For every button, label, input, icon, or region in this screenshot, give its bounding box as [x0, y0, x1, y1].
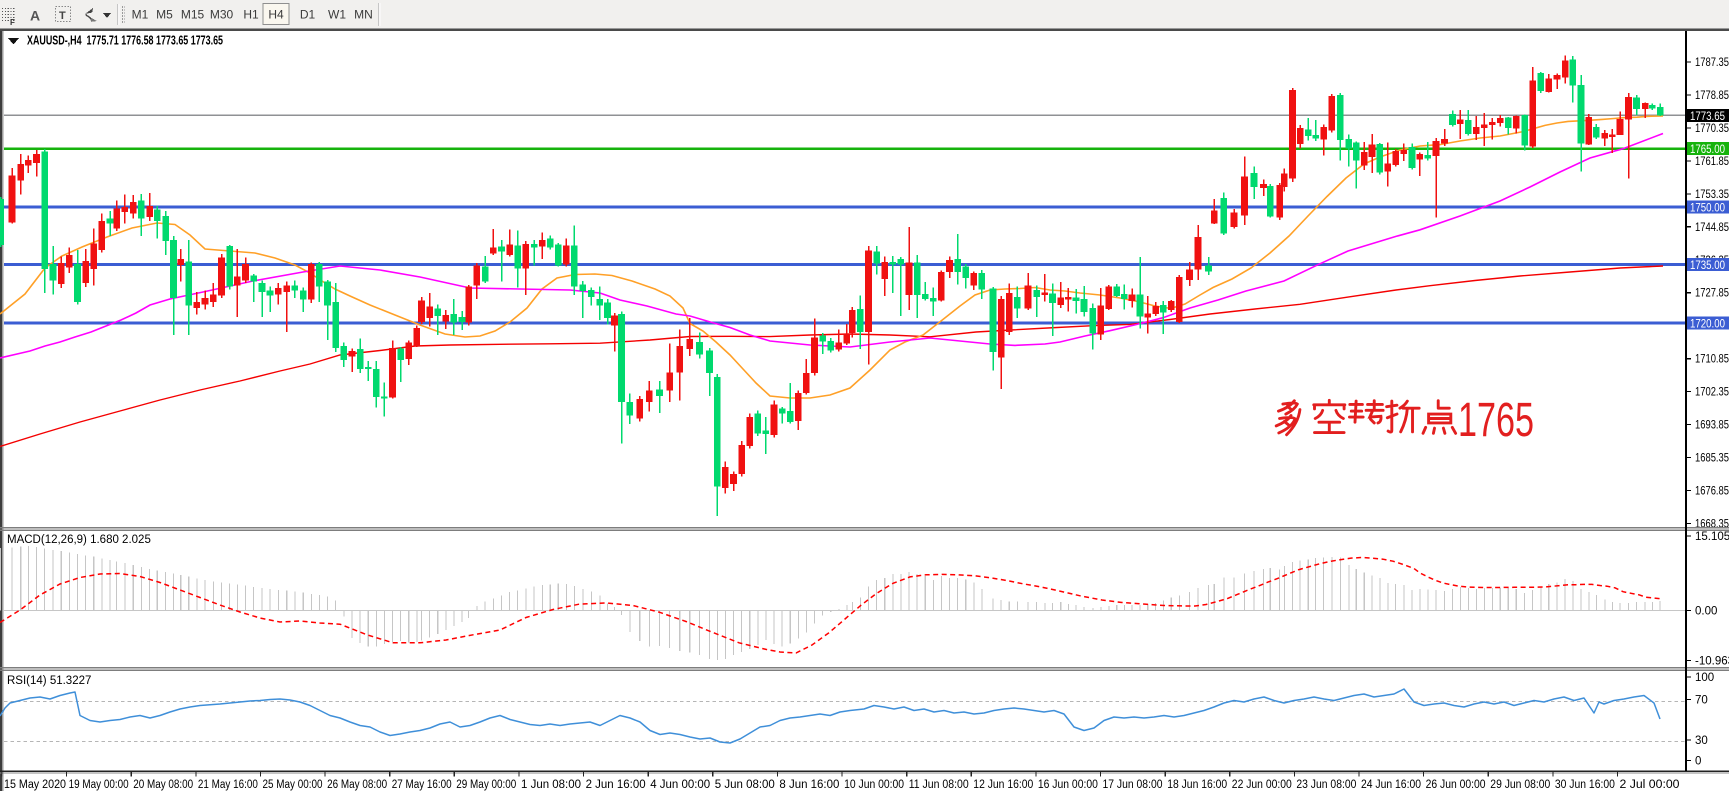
- svg-text:1 Jun 08:00: 1 Jun 08:00: [521, 779, 581, 791]
- svg-text:8 Jun 16:00: 8 Jun 16:00: [779, 779, 839, 791]
- svg-text:2 Jun 16:00: 2 Jun 16:00: [586, 779, 646, 791]
- svg-text:17 Jun 08:00: 17 Jun 08:00: [1103, 779, 1163, 791]
- svg-text:19 May 00:00: 19 May 00:00: [69, 779, 129, 791]
- svg-text:15 May 2020: 15 May 2020: [4, 779, 66, 791]
- svg-text:1685.35: 1685.35: [1695, 453, 1729, 465]
- svg-text:1676.85: 1676.85: [1695, 486, 1729, 498]
- svg-text:11 Jun 08:00: 11 Jun 08:00: [909, 779, 969, 791]
- svg-text:M5: M5: [156, 8, 173, 22]
- svg-text:W1: W1: [328, 8, 346, 22]
- svg-text:MN: MN: [354, 8, 373, 22]
- svg-text:1778.85: 1778.85: [1695, 90, 1729, 102]
- svg-text:29 Jun 08:00: 29 Jun 08:00: [1490, 779, 1550, 791]
- svg-text:1668.35: 1668.35: [1695, 518, 1729, 530]
- svg-text:29 May 00:00: 29 May 00:00: [456, 779, 516, 791]
- svg-text:M15: M15: [181, 8, 205, 22]
- svg-text:23 Jun 08:00: 23 Jun 08:00: [1296, 779, 1356, 791]
- svg-text:1770.35: 1770.35: [1695, 123, 1729, 135]
- svg-text:1744.85: 1744.85: [1695, 222, 1729, 234]
- svg-text:D1: D1: [300, 8, 316, 22]
- svg-text:H4: H4: [268, 8, 284, 22]
- svg-text:21 May 16:00: 21 May 16:00: [198, 779, 258, 791]
- svg-text:100: 100: [1695, 672, 1714, 684]
- svg-text:26 May 08:00: 26 May 08:00: [327, 779, 387, 791]
- svg-text:1750.00: 1750.00: [1690, 202, 1725, 214]
- svg-text:0: 0: [1695, 756, 1701, 768]
- svg-text:20 May 08:00: 20 May 08:00: [133, 779, 193, 791]
- svg-text:1720.00: 1720.00: [1690, 319, 1725, 331]
- svg-text:5 Jun 08:00: 5 Jun 08:00: [715, 779, 775, 791]
- svg-text:1765: 1765: [1458, 394, 1534, 447]
- svg-text:1702.35: 1702.35: [1695, 387, 1729, 399]
- svg-text:A: A: [30, 8, 40, 24]
- svg-text:4 Jun 00:00: 4 Jun 00:00: [650, 779, 710, 791]
- svg-text:26 Jun 00:00: 26 Jun 00:00: [1426, 779, 1486, 791]
- svg-text:0.00: 0.00: [1695, 605, 1717, 617]
- svg-text:15.105: 15.105: [1695, 531, 1729, 543]
- svg-text:M30: M30: [210, 8, 234, 22]
- svg-text:10 Jun 00:00: 10 Jun 00:00: [844, 779, 904, 791]
- svg-text:M1: M1: [132, 8, 149, 22]
- svg-text:H1: H1: [243, 8, 259, 22]
- svg-text:18 Jun 16:00: 18 Jun 16:00: [1167, 779, 1227, 791]
- svg-text:25 May 00:00: 25 May 00:00: [263, 779, 323, 791]
- svg-text:XAUUSD-,H4 1775.71 1776.58 17: XAUUSD-,H4 1775.71 1776.58 1773.65 1773.…: [27, 34, 223, 48]
- svg-text:RSI(14) 51.3227: RSI(14) 51.3227: [7, 675, 91, 687]
- svg-text:16 Jun 00:00: 16 Jun 00:00: [1038, 779, 1098, 791]
- svg-text:T: T: [59, 10, 66, 22]
- svg-text:1765.00: 1765.00: [1690, 144, 1725, 156]
- svg-text:12 Jun 16:00: 12 Jun 16:00: [973, 779, 1033, 791]
- svg-text:1735.00: 1735.00: [1690, 260, 1725, 272]
- svg-text:F: F: [10, 18, 15, 27]
- svg-text:24 Jun 16:00: 24 Jun 16:00: [1361, 779, 1421, 791]
- svg-text:1753.35: 1753.35: [1695, 189, 1729, 201]
- svg-text:-10.963: -10.963: [1695, 656, 1729, 668]
- svg-text:70: 70: [1695, 695, 1708, 707]
- svg-text:1787.35: 1787.35: [1695, 57, 1729, 69]
- svg-text:1761.85: 1761.85: [1695, 156, 1729, 168]
- svg-text:MACD(12,26,9) 1.680 2.025: MACD(12,26,9) 1.680 2.025: [7, 534, 151, 546]
- svg-text:1727.85: 1727.85: [1695, 288, 1729, 300]
- svg-text:30 Jun 16:00: 30 Jun 16:00: [1555, 779, 1615, 791]
- svg-text:30: 30: [1695, 735, 1708, 747]
- svg-text:1773.65: 1773.65: [1690, 111, 1725, 123]
- svg-text:22 Jun 00:00: 22 Jun 00:00: [1232, 779, 1292, 791]
- svg-text:2 Jul 00:00: 2 Jul 00:00: [1620, 779, 1680, 791]
- svg-text:1710.85: 1710.85: [1695, 354, 1729, 366]
- svg-text:1693.85: 1693.85: [1695, 420, 1729, 432]
- svg-text:27 May 16:00: 27 May 16:00: [392, 779, 452, 791]
